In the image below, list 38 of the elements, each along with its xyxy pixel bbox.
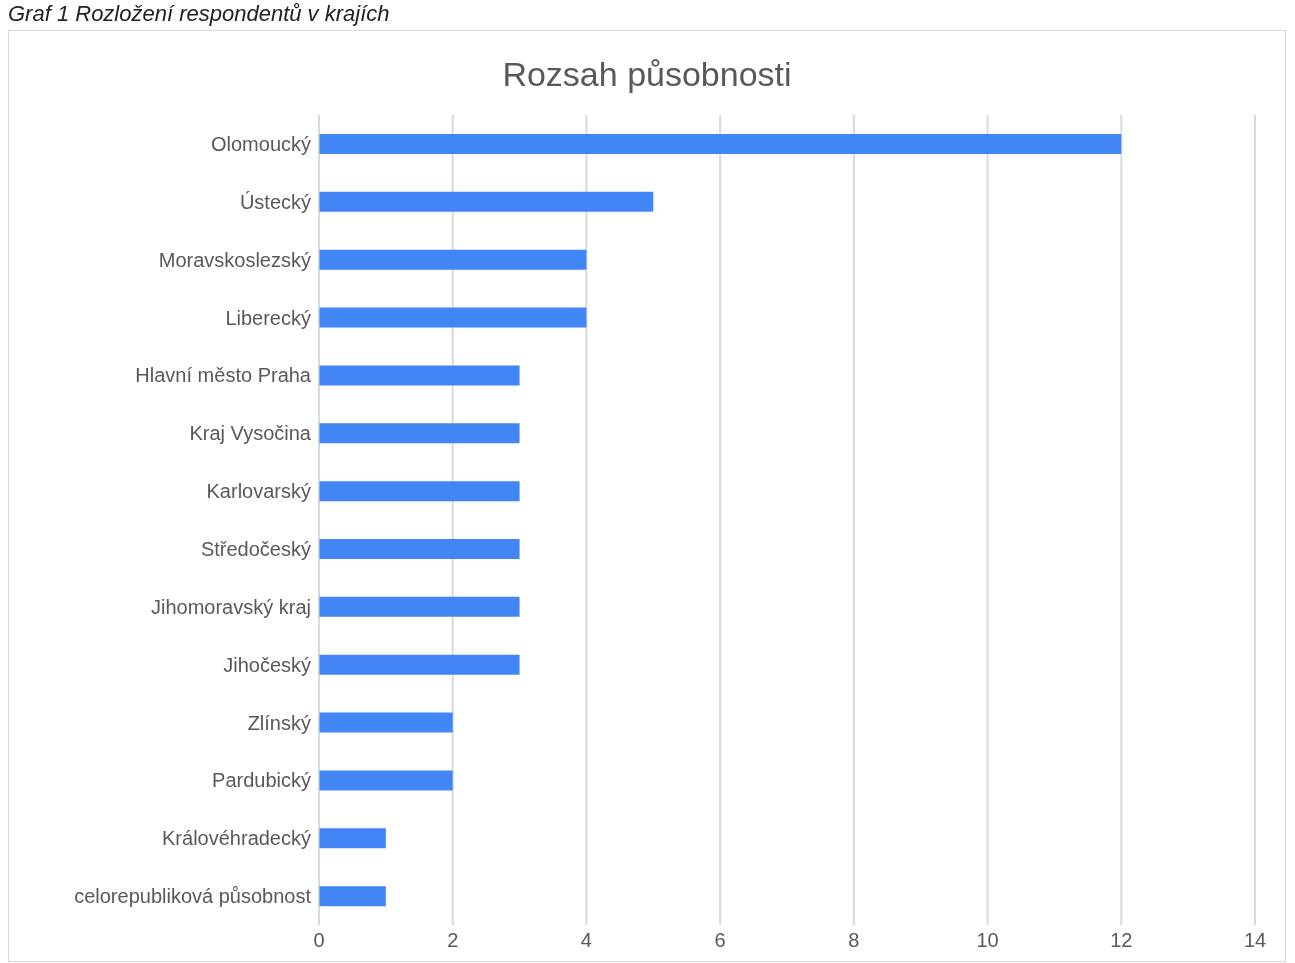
bar [319, 770, 453, 791]
y-tick-label: Karlovarský [206, 480, 311, 503]
y-tick-label: celorepubliková působnost [74, 885, 312, 908]
bar [319, 886, 386, 907]
bar [319, 712, 453, 733]
y-tick-label: Jihomoravský kraj [150, 595, 311, 618]
x-tick-label: 6 [714, 929, 726, 952]
x-tick-label: 12 [1110, 929, 1133, 952]
x-tick-label: 2 [447, 929, 459, 952]
y-tick-label: Moravskoslezský [158, 248, 311, 271]
bar [319, 539, 520, 559]
y-tick-label: Kraj Vysočina [189, 422, 312, 445]
bar [319, 828, 386, 849]
x-tick-label: 4 [580, 929, 592, 952]
chart-title: Rozsah působnosti [501, 55, 793, 95]
y-tick-label: Olomoucký [210, 133, 311, 156]
x-tick-label: 10 [976, 929, 999, 952]
y-tick-label: Jihočeský [223, 653, 311, 676]
bar [319, 481, 520, 502]
y-tick-label: Ústecký [239, 190, 311, 213]
text: Graf 1 Rozložení respondentů v krajích [8, 1, 391, 26]
x-tick-label: 0 [313, 929, 325, 952]
bar [319, 249, 587, 270]
bar [319, 596, 520, 617]
y-tick-label: Liberecký [225, 306, 311, 329]
y-tick-label: Hlavní město Praha [135, 364, 312, 387]
y-tick-label: Královéhradecký [162, 827, 311, 850]
y-tick-label: Zlínský [247, 711, 311, 734]
bar [319, 191, 654, 212]
y-tick-label: Pardubický [212, 769, 311, 792]
bar [319, 134, 1122, 154]
y-tick-label: Středočeský [200, 538, 311, 561]
bar [319, 423, 520, 444]
bar [319, 307, 587, 328]
bar [319, 365, 520, 386]
x-tick-label: 14 [1243, 929, 1267, 952]
bar [319, 654, 520, 675]
x-tick-label: 8 [848, 929, 860, 952]
